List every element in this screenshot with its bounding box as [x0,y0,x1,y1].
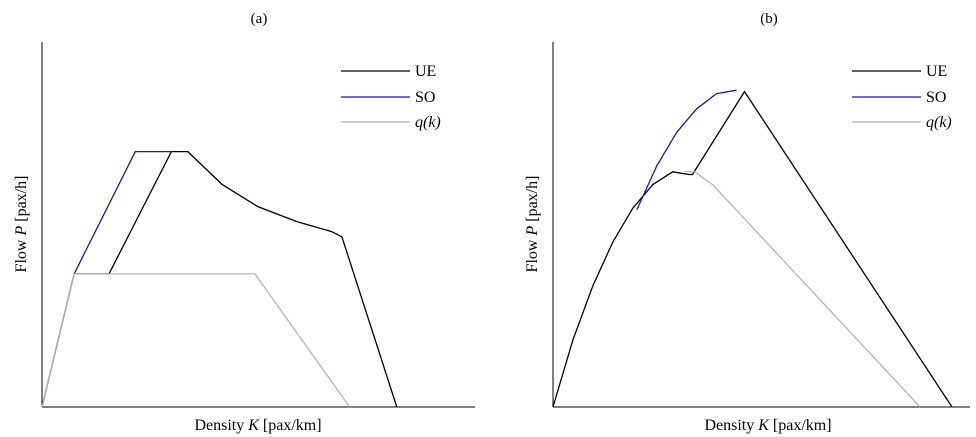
panel-a-legend-label-so: SO [415,89,435,106]
panel-b-series [552,89,953,408]
panel-b-legend-label-qk: q(k) [926,114,952,131]
panel-b-title: (b) [760,11,778,27]
panel-a: (a) UE SO q(k) Density K [pax/km] Flow P… [13,11,475,434]
panel-b: (b) UE SO q(k) Density K [pax/km] Flow P… [524,11,970,434]
panel-a-legend: UE SO q(k) [341,63,441,131]
panel-a-legend-label-ue: UE [415,63,436,80]
panel-b-x-label: Density K [pax/km] [704,417,831,434]
panel-b-series-line-so [636,89,737,211]
panel-a-series [41,150,398,408]
panel-b-y-label: Flow P [pax/h] [524,176,541,273]
panel-b-series-line-ue [552,90,953,408]
panel-a-x-label: Density K [pax/km] [194,417,321,434]
panel-a-legend-label-qk: q(k) [415,114,441,131]
panel-b-series-line-q-k [684,171,921,408]
panel-a-y-label: Flow P [pax/h] [13,176,30,273]
panel-a-title: (a) [251,11,268,27]
panel-a-series-line-q-k [41,273,351,408]
panel-a-series-line-ue [41,150,398,408]
panel-b-legend-label-so: SO [926,89,946,106]
panel-b-legend: UE SO q(k) [852,63,952,131]
panel-a-series-line-so [73,150,172,275]
panel-b-legend-label-ue: UE [926,63,947,80]
